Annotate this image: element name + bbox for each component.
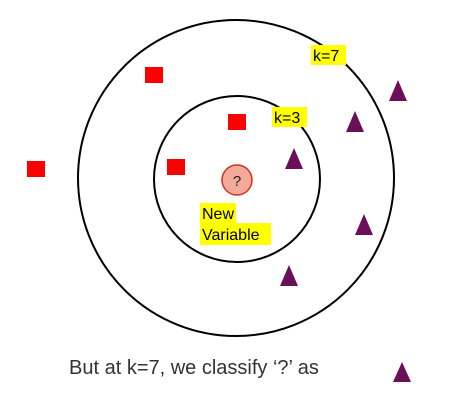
- query-symbol: ?: [233, 173, 241, 190]
- purple-triangle: [355, 214, 373, 235]
- purple-triangle: [389, 80, 407, 101]
- red-square: [228, 114, 246, 130]
- caption-text: But at k=7, we classify ‘?’ as: [69, 357, 319, 379]
- inner-circle-k3: [153, 95, 321, 263]
- query-point: [221, 164, 253, 196]
- k3-label: k=3: [274, 110, 300, 127]
- new-variable-highlight-line2: [200, 223, 271, 245]
- red-square: [167, 159, 185, 175]
- red-square: [27, 161, 45, 177]
- purple-triangle: [346, 111, 364, 132]
- new-variable-label-line1: New: [202, 206, 234, 223]
- purple-triangle: [280, 265, 298, 286]
- caption-triangle-icon: [393, 362, 411, 382]
- red-square: [145, 67, 163, 83]
- k7-label: k=7: [313, 48, 339, 65]
- k3-highlight: [272, 107, 307, 127]
- new-variable-highlight-line1: [200, 203, 236, 223]
- new-variable-label-line2: Variable: [202, 227, 260, 244]
- purple-triangle: [285, 148, 303, 169]
- k7-highlight: [311, 45, 346, 65]
- outer-circle-k7: [77, 19, 395, 337]
